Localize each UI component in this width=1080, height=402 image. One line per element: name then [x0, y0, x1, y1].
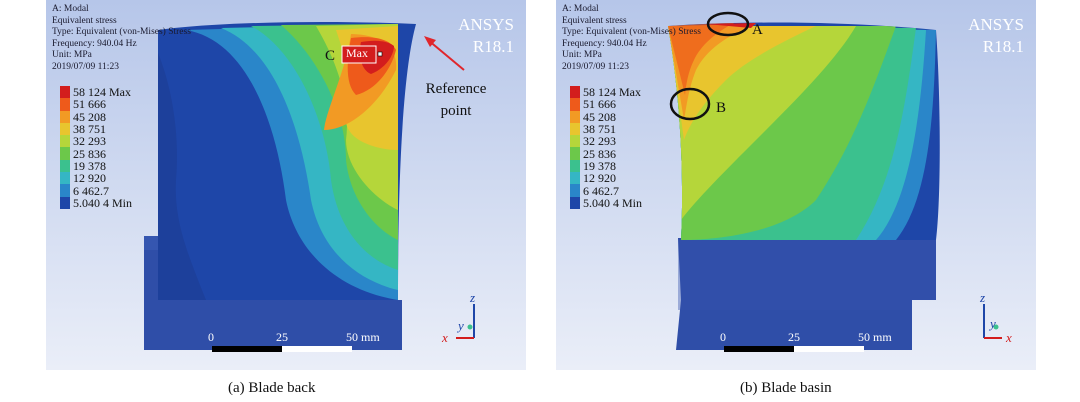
max-label: Max — [346, 46, 368, 60]
legend-swatch — [60, 159, 70, 173]
product-version: R18.1 — [982, 37, 1024, 56]
info-line: 2019/07/09 11:23 — [562, 61, 629, 72]
caption-blade-basin: (b) Blade basin — [740, 380, 832, 396]
axis-x-label: x — [1006, 330, 1012, 345]
caption-blade-back: (a) Blade back — [228, 380, 316, 396]
axis-y-label: y — [458, 318, 464, 333]
legend-swatch — [570, 159, 580, 173]
point-c-label: C — [325, 48, 336, 64]
product-name: ANSYS — [968, 15, 1024, 34]
panel-blade-back: A: Modal Equivalent stress Type: Equival… — [46, 0, 526, 370]
legend-label: 38 751 — [583, 122, 616, 137]
scale-label: 50 mm — [858, 330, 892, 344]
point-b-label: B — [716, 100, 727, 116]
info-line: Unit: MPa — [52, 50, 92, 60]
stress-legend: 58 124 Max 51 666 45 208 38 751 32 293 2… — [60, 86, 132, 209]
legend-swatch — [60, 86, 70, 99]
legend-swatch — [570, 122, 580, 136]
scale-label: 50 mm — [346, 330, 380, 344]
legend-swatch — [570, 172, 580, 185]
axis-y-label: y — [990, 316, 996, 331]
legend-label: 58 124 Max — [583, 85, 641, 100]
info-line: A: Modal — [52, 4, 89, 14]
scale-label: 25 — [276, 330, 288, 344]
legend-label: 5.040 4 Min — [73, 195, 133, 210]
legend-label: 51 666 — [73, 97, 106, 112]
stress-contour-plot — [46, 0, 526, 370]
simulation-info: A: Modal Equivalent stress Type: Equival… — [52, 4, 191, 73]
legend-label: 5.040 4 Min — [583, 195, 643, 210]
stress-legend: 58 124 Max 51 666 45 208 38 751 32 293 2… — [570, 86, 642, 209]
reference-point-label: Reference point — [425, 81, 487, 119]
legend-swatch — [570, 147, 580, 160]
legend-swatch — [570, 196, 580, 209]
point-a-label: A — [752, 22, 763, 38]
info-line: Unit: MPa — [562, 50, 602, 60]
stress-contour-plot — [556, 0, 1036, 370]
legend-label: 38 751 — [73, 122, 106, 137]
legend-swatch — [60, 135, 70, 148]
legend-label: 19 378 — [73, 158, 106, 173]
legend-label: 45 208 — [73, 109, 106, 124]
info-line: Type: Equivalent (von-Mises) Stress — [52, 27, 191, 37]
scale-label: 25 — [788, 330, 800, 344]
legend-swatch — [570, 135, 580, 148]
legend-swatch — [60, 110, 70, 123]
legend-swatch — [570, 184, 580, 197]
info-line: Frequency: 940.04 Hz — [562, 38, 647, 49]
axis-x-label: x — [442, 330, 448, 345]
axis-z-label: z — [470, 290, 476, 305]
product-name: ANSYS — [458, 15, 514, 34]
legend-swatch — [60, 172, 70, 185]
product-version: R18.1 — [472, 37, 514, 56]
info-line: Equivalent stress — [52, 15, 117, 26]
legend-label: 19 378 — [583, 158, 616, 173]
scale-label: 0 — [208, 330, 214, 344]
legend-swatch — [60, 196, 70, 209]
legend-label: 32 293 — [583, 134, 616, 149]
info-line: Type: Equivalent (von-Mises) Stress — [562, 27, 701, 37]
info-line: Frequency: 940.04 Hz — [52, 38, 137, 49]
legend-label: 58 124 Max — [73, 85, 131, 100]
legend-label: 6 462.7 — [73, 183, 109, 198]
ansys-brand: ANSYS R18.1 — [968, 14, 1024, 58]
legend-swatch — [570, 86, 580, 99]
legend-label: 25 836 — [73, 146, 106, 161]
legend-swatch — [60, 122, 70, 136]
scale-label: 0 — [720, 330, 726, 344]
axis-z-label: z — [980, 290, 986, 305]
legend-label: 12 920 — [583, 171, 616, 186]
simulation-info: A: Modal Equivalent stress Type: Equival… — [562, 4, 701, 73]
legend-swatch — [60, 98, 70, 111]
legend-swatch — [570, 98, 580, 111]
legend-label: 45 208 — [583, 109, 616, 124]
panel-blade-basin: A: Modal Equivalent stress Type: Equival… — [556, 0, 1036, 370]
legend-swatch — [60, 184, 70, 197]
legend-swatch — [570, 110, 580, 123]
legend-label: 51 666 — [583, 97, 616, 112]
legend-label: 6 462.7 — [583, 183, 619, 198]
info-line: Equivalent stress — [562, 15, 627, 26]
legend-label: 32 293 — [73, 134, 106, 149]
info-line: A: Modal — [562, 4, 599, 14]
legend-label: 12 920 — [73, 171, 106, 186]
legend-label: 25 836 — [583, 146, 616, 161]
ansys-brand: ANSYS R18.1 — [458, 14, 514, 58]
legend-swatch — [60, 147, 70, 160]
info-line: 2019/07/09 11:23 — [52, 61, 119, 72]
